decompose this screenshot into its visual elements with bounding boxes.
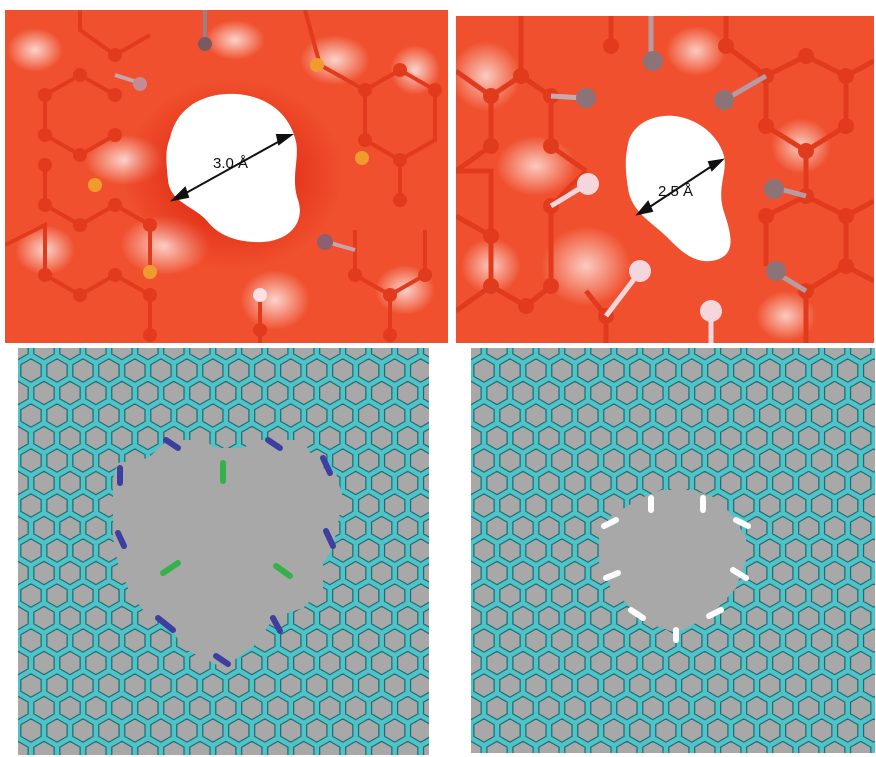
pore-cavity: [113, 440, 343, 668]
white-atoms: [549, 173, 722, 343]
pore-width-label: 2.5 Å: [658, 183, 693, 200]
pore-cavity: [599, 490, 746, 633]
grey-atoms: [550, 16, 808, 294]
orange-atoms: [88, 58, 369, 279]
graphene-lattice-c: [18, 348, 429, 755]
stick-model-panel-d: [471, 348, 875, 753]
mauve-atoms: [114, 10, 356, 302]
pore-width-arrow: [635, 158, 725, 216]
lattice-atoms: [38, 48, 442, 342]
nitrogen-sites: [115, 437, 336, 667]
pore-width-label: 3.0 Å: [213, 155, 248, 172]
surface-view-b: 2.5 Å: [456, 16, 874, 343]
pore-surface-panel-a: 3.0 Å: [5, 10, 448, 343]
graphene-lattice-d: [471, 348, 875, 753]
stick-model-panel-c: [18, 348, 429, 755]
surface-view-a: 3.0 Å: [5, 10, 448, 343]
pore-surface-panel-b: 2.5 Å: [456, 16, 874, 343]
fluorine-sites: [160, 460, 293, 579]
pore-width-arrow: [169, 134, 294, 202]
hydrogen-sites: [601, 495, 751, 643]
